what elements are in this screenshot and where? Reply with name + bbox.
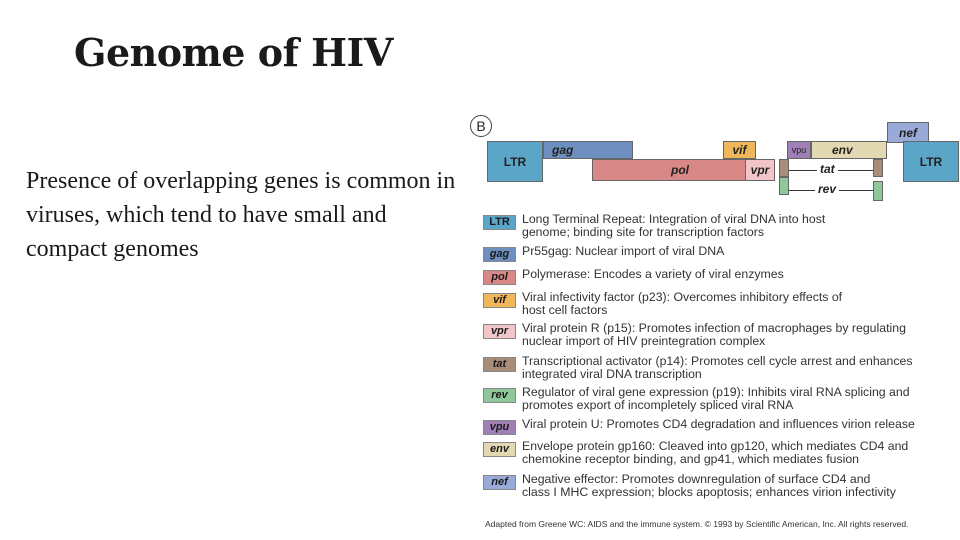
slide-body-text: Presence of overlapping genes is common … xyxy=(26,168,456,262)
legend-item-nef: nef Negative effector: Promotes downregu… xyxy=(483,473,953,503)
legend-text: Viral protein R (p15): Promotes infectio… xyxy=(522,321,906,348)
legend-item-rev: rev Regulator of viral gene expression (… xyxy=(483,386,953,416)
legend-swatch: vpu xyxy=(483,420,516,435)
legend-swatch: env xyxy=(483,442,516,457)
gene-pol: pol xyxy=(592,159,768,181)
legend-text: Polymerase: Encodes a variety of viral e… xyxy=(522,267,784,281)
legend-item-pol: pol Polymerase: Encodes a variety of vir… xyxy=(483,268,953,298)
rev-exon-2 xyxy=(873,181,883,201)
gene-vpr: vpr xyxy=(745,159,775,181)
legend-text: Long Terminal Repeat: Integration of vir… xyxy=(522,212,826,239)
legend-text: Viral protein U: Promotes CD4 degradatio… xyxy=(522,417,915,431)
legend-swatch: vpr xyxy=(483,324,516,339)
legend-item-env: env Envelope protein gp160: Cleaved into… xyxy=(483,440,953,470)
tat-exon-2 xyxy=(873,159,883,177)
gene-rev-label: rev xyxy=(815,182,840,196)
rev-exon-1 xyxy=(779,177,789,195)
legend-text: Negative effector: Promotes downregulati… xyxy=(522,472,896,499)
gene-tat-label: tat xyxy=(817,162,838,176)
legend-text: Regulator of viral gene expression (p19)… xyxy=(522,385,910,412)
hiv-genome-diagram: B LTR gag pol vif vpr vpu env nef LTR ta… xyxy=(465,112,959,537)
legend-swatch: pol xyxy=(483,270,516,285)
legend-text: Viral infectivity factor (p23): Overcome… xyxy=(522,290,843,317)
legend-item-gag: gag Pr55gag: Nuclear import of viral DNA xyxy=(483,245,953,275)
legend-item-vif: vif Viral infectivity factor (p23): Over… xyxy=(483,291,953,321)
legend-item-ltr: LTR Long Terminal Repeat: Integration of… xyxy=(483,213,953,243)
gene-vpu: vpu xyxy=(787,141,811,159)
gene-env: env xyxy=(811,141,887,159)
gene-nef: nef xyxy=(887,122,929,143)
legend-item-vpr: vpr Viral protein R (p15): Promotes infe… xyxy=(483,322,953,352)
legend-item-vpu: vpu Viral protein U: Promotes CD4 degrad… xyxy=(483,418,953,448)
gene-vif: vif xyxy=(723,141,756,159)
tat-exon-1 xyxy=(779,159,789,177)
legend-swatch: tat xyxy=(483,357,516,372)
legend-swatch: gag xyxy=(483,247,516,262)
legend-swatch: rev xyxy=(483,388,516,403)
gene-ltr-left: LTR xyxy=(487,141,543,182)
legend-text: Transcriptional activator (p14): Promote… xyxy=(522,354,913,381)
slide-title: Genome of HIV xyxy=(74,30,393,75)
legend-swatch: LTR xyxy=(483,215,516,230)
legend-swatch: nef xyxy=(483,475,516,490)
legend-text: Pr55gag: Nuclear import of viral DNA xyxy=(522,244,725,258)
legend-swatch: vif xyxy=(483,293,516,308)
panel-label: B xyxy=(470,115,492,137)
legend-item-tat: tat Transcriptional activator (p14): Pro… xyxy=(483,355,953,385)
gene-ltr-right: LTR xyxy=(903,141,959,182)
figure-credit: Adapted from Greene WC: AIDS and the imm… xyxy=(485,519,909,529)
legend-text: Envelope protein gp160: Cleaved into gp1… xyxy=(522,439,909,466)
gene-gag: gag xyxy=(543,141,633,159)
